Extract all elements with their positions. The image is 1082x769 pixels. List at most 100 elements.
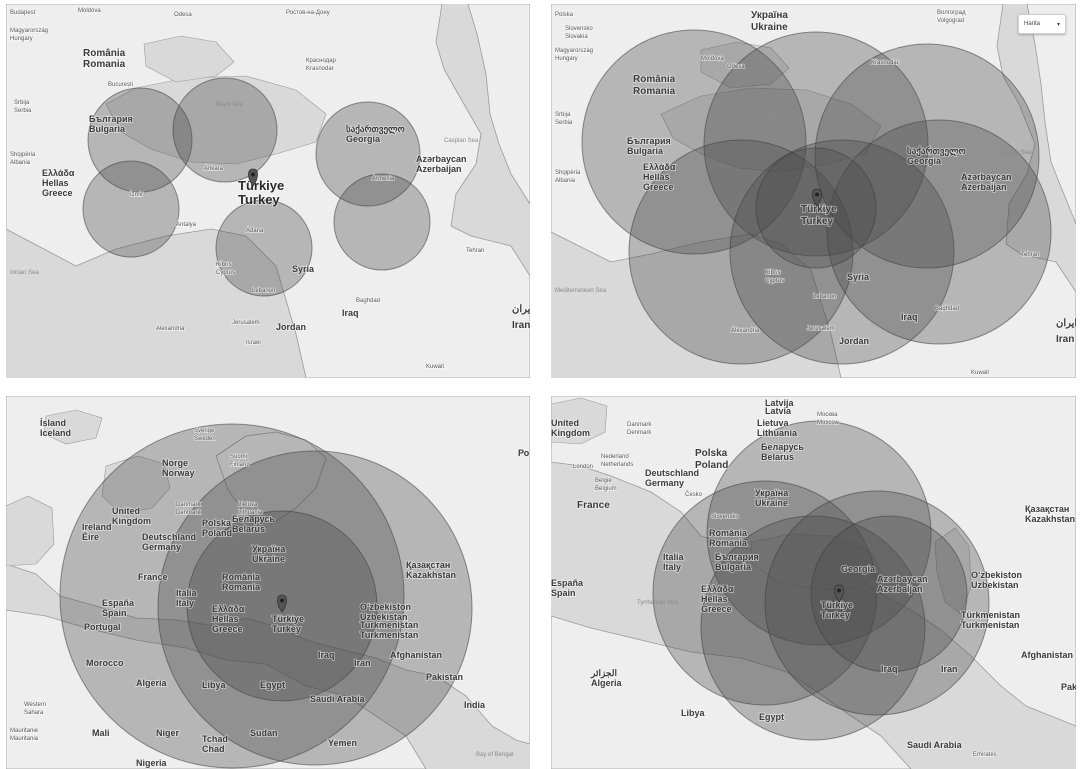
coverage-circle[interactable] xyxy=(59,423,405,769)
map-label: Iran xyxy=(1056,334,1074,345)
map-label: ایران xyxy=(1056,318,1076,329)
map-label: Chad xyxy=(202,744,225,754)
map-label: Jordan xyxy=(276,322,306,332)
coverage-circle[interactable] xyxy=(315,101,421,207)
map-label: Poland xyxy=(202,528,232,538)
map-label: Kıbrıs xyxy=(765,270,781,276)
map-label: Alexandria xyxy=(731,328,760,334)
coverage-circle[interactable] xyxy=(706,420,932,646)
map-label: Nigeria xyxy=(136,758,168,768)
map-label: Česko xyxy=(685,491,703,498)
map-label: Albania xyxy=(555,178,576,184)
map-label: Tehran xyxy=(1021,252,1039,258)
map-label: Cyprus xyxy=(216,270,235,276)
map-label: Ελλάδα xyxy=(701,584,734,594)
map-label: Nederland xyxy=(601,454,629,460)
map-label: Serbia xyxy=(555,120,573,126)
map-label: България xyxy=(715,552,759,562)
map-label: Iran xyxy=(354,658,371,668)
map-label: Italia xyxy=(176,588,198,598)
map-label: Morocco xyxy=(86,658,124,668)
map-type-select[interactable]: Harita ▾ xyxy=(1018,14,1066,34)
map-label: India xyxy=(464,700,486,710)
map-pin-icon[interactable] xyxy=(248,168,258,187)
map-label: Lithuania xyxy=(238,510,263,516)
map-label: Lithuania xyxy=(757,428,798,438)
map-label: Odesa xyxy=(174,12,192,18)
map-label: Caspian Sea xyxy=(997,150,1032,156)
map-pin-icon[interactable] xyxy=(834,584,844,603)
map-pin-icon[interactable] xyxy=(812,188,822,207)
map-label: Azərbaycan xyxy=(961,172,1012,182)
map-label: Mediterranean Sea xyxy=(555,288,607,294)
map-label: Ελλάδα xyxy=(42,168,75,178)
coverage-circle[interactable] xyxy=(814,43,1040,269)
map-label: România xyxy=(83,48,126,59)
map-label: Москва xyxy=(817,412,838,418)
map-label: Greece xyxy=(701,604,732,614)
map-canvas-1[interactable]: Budapest Moldova Odesa Ростов-на-Дону Magyar… xyxy=(6,4,530,378)
chevron-down-icon: ▾ xyxy=(1056,21,1060,28)
map-label: Deutschland xyxy=(142,532,196,542)
coverage-circle[interactable] xyxy=(333,173,431,271)
map-label: Sweden xyxy=(194,436,216,442)
map-label: Denmark xyxy=(176,510,201,516)
map-label: Turkey xyxy=(821,610,850,620)
map-label: Ankara xyxy=(204,166,224,172)
map-label: Ukraine xyxy=(751,22,788,33)
map-label: Azerbaijan xyxy=(961,182,1007,192)
map-panel-1[interactable]: Budapest Moldova Odesa Ростов-на-Дону Magyar… xyxy=(6,4,530,378)
coverage-circle[interactable] xyxy=(810,515,968,673)
coverage-circle[interactable] xyxy=(157,450,473,766)
map-label: Jerusalem xyxy=(232,320,260,326)
map-label: Oʻzbekiston xyxy=(360,602,411,612)
coverage-circle[interactable] xyxy=(82,160,180,258)
coverage-circle[interactable] xyxy=(628,139,854,365)
map-label: France xyxy=(577,500,610,511)
map-label: Mali xyxy=(92,728,110,738)
map-label: Afghanistan xyxy=(1021,650,1073,660)
map-label: Azerbaijan xyxy=(877,584,923,594)
map-label: Ukraine xyxy=(755,498,788,508)
map-panel-3[interactable]: Ísland Iceland Sverige Sweden Suomi Finland No… xyxy=(6,396,530,769)
map-label: Iran xyxy=(512,320,530,331)
coverage-circle[interactable] xyxy=(581,29,807,255)
land-area xyxy=(215,431,327,525)
map-label: Jerusalem xyxy=(807,326,835,332)
coverage-circle[interactable] xyxy=(826,119,1052,345)
map-label: Suomi xyxy=(230,454,247,460)
coverage-circle[interactable] xyxy=(172,77,278,183)
map-label: Slovensko xyxy=(711,514,739,520)
map-label: España xyxy=(551,578,584,588)
coverage-circle[interactable] xyxy=(215,199,313,297)
map-label: Srbija xyxy=(14,100,30,106)
coverage-circle[interactable] xyxy=(729,139,955,365)
map-label: საქართველო xyxy=(346,124,405,135)
map-label: Greece xyxy=(42,188,73,198)
coverage-circle[interactable] xyxy=(700,515,926,741)
map-label: Yemen xyxy=(328,738,357,748)
map-panel-4[interactable]: Latvija Latvia Москва Moscow United Kingdom Li… xyxy=(551,396,1076,769)
map-pin-icon[interactable] xyxy=(277,594,287,613)
map-label: Türkiye xyxy=(272,614,304,624)
map-label: Kuwait xyxy=(426,364,444,370)
map-label: Denmark xyxy=(627,430,652,436)
map-label: United xyxy=(551,418,579,428)
map-label: Odesa xyxy=(727,64,745,70)
map-label: Shqipëria xyxy=(10,152,36,158)
map-label: Emirates xyxy=(973,752,997,758)
map-label: Libya xyxy=(202,680,227,690)
map-label: Belarus xyxy=(761,452,794,462)
coverage-circle[interactable] xyxy=(87,87,193,193)
map-label: Greece xyxy=(212,624,243,634)
map-label: Polska xyxy=(202,518,232,528)
coverage-circle[interactable] xyxy=(755,147,877,269)
map-label: Tyrrhenian Sea xyxy=(637,600,678,606)
map-panel-2[interactable]: Polska Slovensko Slovakia Україна Ukraine Вол… xyxy=(551,4,1076,378)
water-body xyxy=(101,455,171,515)
map-label: Pakistan xyxy=(426,672,463,682)
map-label: Baghdad xyxy=(935,306,959,312)
